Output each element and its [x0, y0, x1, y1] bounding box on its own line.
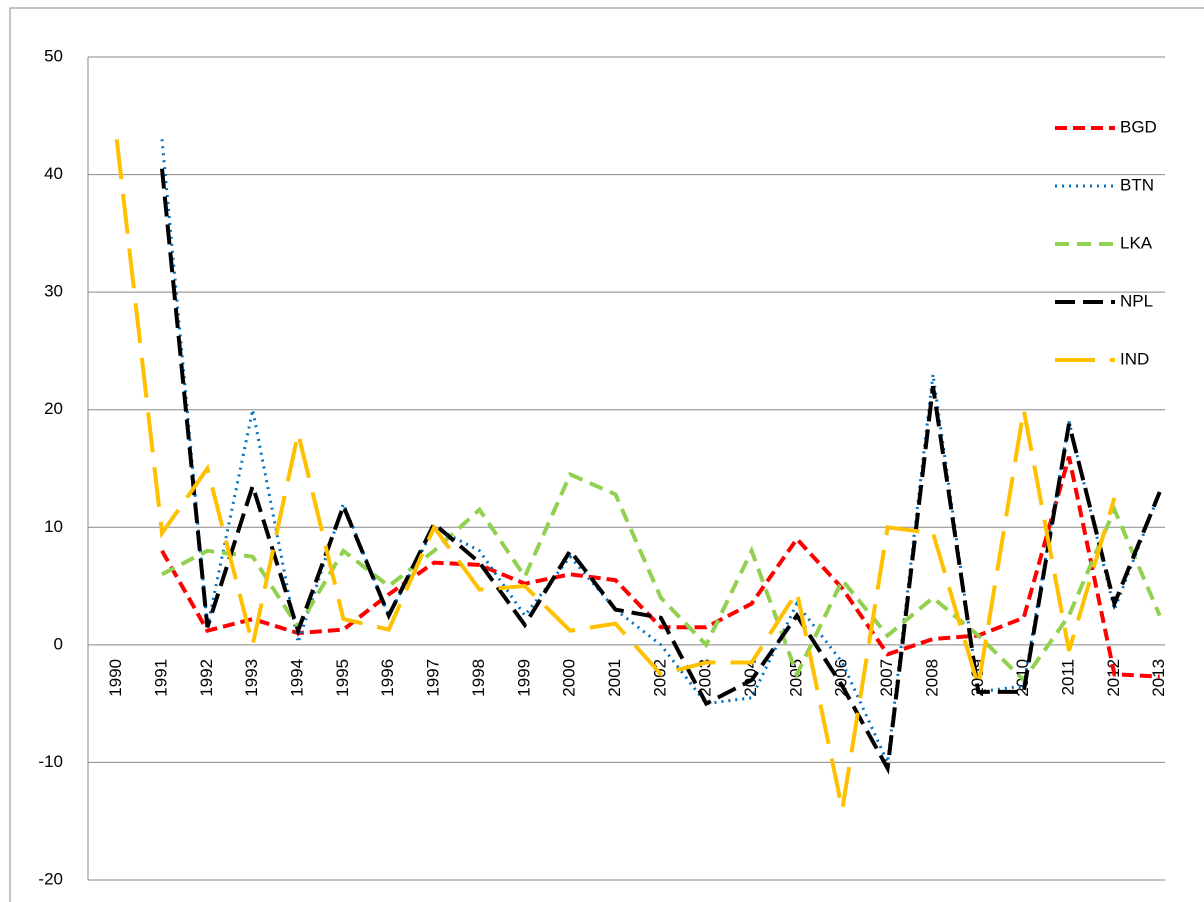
legend-label: NPL: [1120, 291, 1153, 310]
x-tick-label: 1998: [469, 659, 488, 697]
legend-label: LKA: [1120, 233, 1153, 252]
series-line: [160, 456, 1160, 679]
series-line: [114, 139, 1117, 810]
y-tick-label: 20: [44, 399, 63, 418]
x-tick-label: 2008: [922, 659, 941, 697]
legend-label: BTN: [1120, 175, 1154, 194]
legend-label: IND: [1120, 349, 1149, 368]
y-tick-label: 40: [44, 164, 63, 183]
x-tick-label: 1999: [514, 659, 533, 697]
y-tick-label: 10: [44, 517, 63, 536]
x-tick-label: 2006: [832, 659, 851, 697]
x-tick-label: 1993: [242, 659, 261, 697]
y-tick-label: 50: [44, 46, 63, 65]
x-tick-label: 2003: [696, 659, 715, 697]
series-line: [160, 139, 1162, 768]
legend-label: BGD: [1120, 117, 1157, 136]
x-tick-label: 2011: [1059, 659, 1078, 696]
y-tick-label: 30: [44, 282, 63, 301]
chart-border: [9, 7, 1204, 902]
x-tick-label: 2000: [560, 659, 579, 697]
series-line: [160, 168, 1162, 775]
series-line: [161, 471, 1162, 684]
x-tick-label: 1997: [424, 659, 443, 697]
x-tick-label: 1990: [106, 659, 125, 697]
x-tick-label: 1995: [333, 659, 352, 697]
y-tick-label: -10: [38, 752, 63, 771]
x-tick-label: 1991: [152, 659, 171, 697]
x-tick-label: 1994: [288, 659, 307, 697]
x-tick-label: 1992: [197, 659, 216, 697]
x-tick-label: 2007: [877, 659, 896, 697]
x-tick-label: 1996: [378, 659, 397, 697]
y-tick-label: -20: [38, 869, 63, 888]
x-tick-label: 2001: [605, 659, 624, 697]
x-tick-label: 2004: [741, 659, 760, 697]
x-tick-label: 2012: [1104, 659, 1123, 697]
y-tick-label: 0: [54, 634, 63, 653]
